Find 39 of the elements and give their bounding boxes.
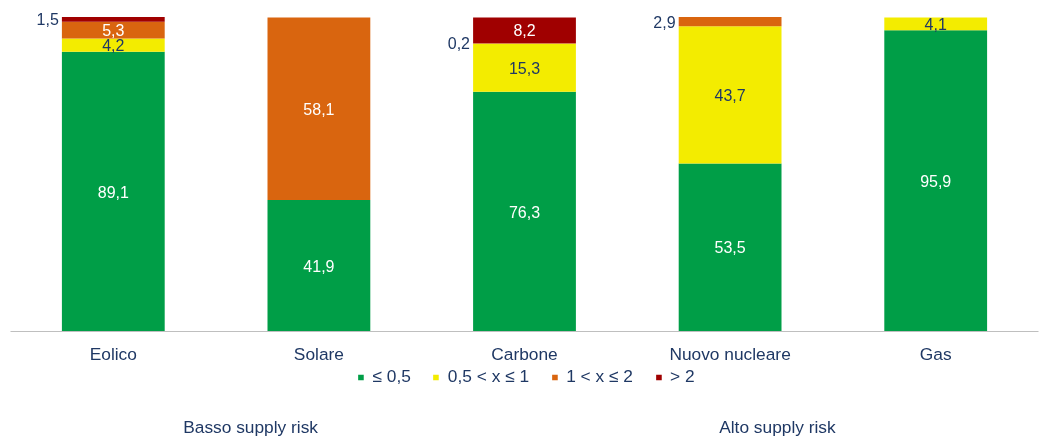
bar xyxy=(678,26,782,164)
bar xyxy=(678,163,782,332)
bar xyxy=(267,17,371,200)
bar xyxy=(267,199,371,332)
bar xyxy=(473,43,576,92)
bar xyxy=(678,17,782,27)
data-label: 89,1 xyxy=(97,183,129,201)
data-label: 15,3 xyxy=(508,59,541,77)
data-label: 0,2 xyxy=(447,35,471,53)
bar xyxy=(884,17,988,31)
data-label: 4,2 xyxy=(102,37,125,55)
x-tick-label: Carbone xyxy=(491,343,558,364)
x-tick-label: Eolico xyxy=(89,343,137,364)
data-label: 95,9 xyxy=(920,172,952,190)
data-label: 2,9 xyxy=(653,13,676,31)
x-tick-label: Gas xyxy=(919,343,952,364)
legend-label: > 2 xyxy=(669,366,695,387)
bar xyxy=(61,38,165,52)
data-label: 1,5 xyxy=(36,11,59,29)
x-tick-label: Nuovo nucleare xyxy=(669,343,791,364)
bar xyxy=(61,17,165,22)
bar xyxy=(473,17,576,44)
data-label: 41,9 xyxy=(303,257,335,275)
legend-label: 0,5 < x ≤ 1 xyxy=(447,366,530,387)
data-label: 58,1 xyxy=(303,100,335,118)
bar xyxy=(473,91,576,332)
bar xyxy=(61,51,165,332)
data-label: 43,7 xyxy=(714,86,746,104)
data-label: 76,3 xyxy=(508,203,541,221)
legend-label: ≤ 0,5 xyxy=(372,366,411,387)
data-label: 5,3 xyxy=(102,22,125,40)
data-label: 8,2 xyxy=(513,22,536,40)
x-tick-label: Solare xyxy=(293,343,344,364)
data-label: 53,5 xyxy=(714,239,746,257)
text: Basso supply risk xyxy=(183,416,319,437)
legend-label: 1 < x ≤ 2 xyxy=(566,366,633,387)
text: Alto supply risk xyxy=(719,416,837,437)
bar xyxy=(884,30,988,332)
data-label: 4,1 xyxy=(924,15,947,33)
